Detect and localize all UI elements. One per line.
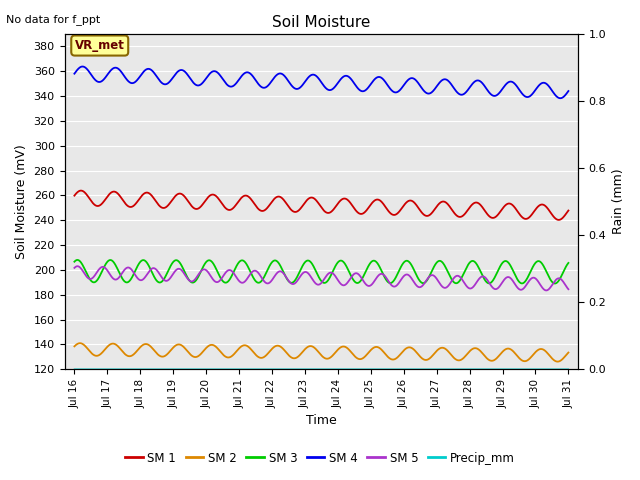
Text: No data for f_ppt: No data for f_ppt xyxy=(6,14,100,25)
Y-axis label: Soil Moisture (mV): Soil Moisture (mV) xyxy=(15,144,28,259)
Legend: SM 1, SM 2, SM 3, SM 4, SM 5, Precip_mm: SM 1, SM 2, SM 3, SM 4, SM 5, Precip_mm xyxy=(120,447,520,469)
Title: Soil Moisture: Soil Moisture xyxy=(272,15,371,30)
Text: VR_met: VR_met xyxy=(75,39,125,52)
X-axis label: Time: Time xyxy=(306,414,337,427)
Y-axis label: Rain (mm): Rain (mm) xyxy=(612,169,625,234)
